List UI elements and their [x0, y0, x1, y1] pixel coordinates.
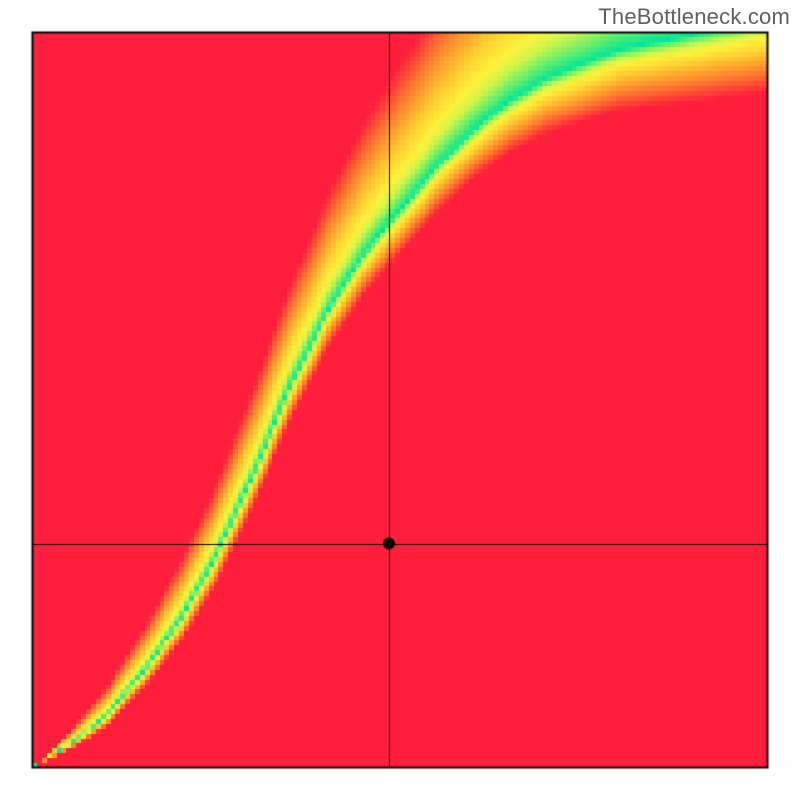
chart-container: TheBottleneck.com [0, 0, 800, 800]
heatmap-canvas [0, 0, 800, 800]
watermark-label: TheBottleneck.com [598, 4, 790, 30]
